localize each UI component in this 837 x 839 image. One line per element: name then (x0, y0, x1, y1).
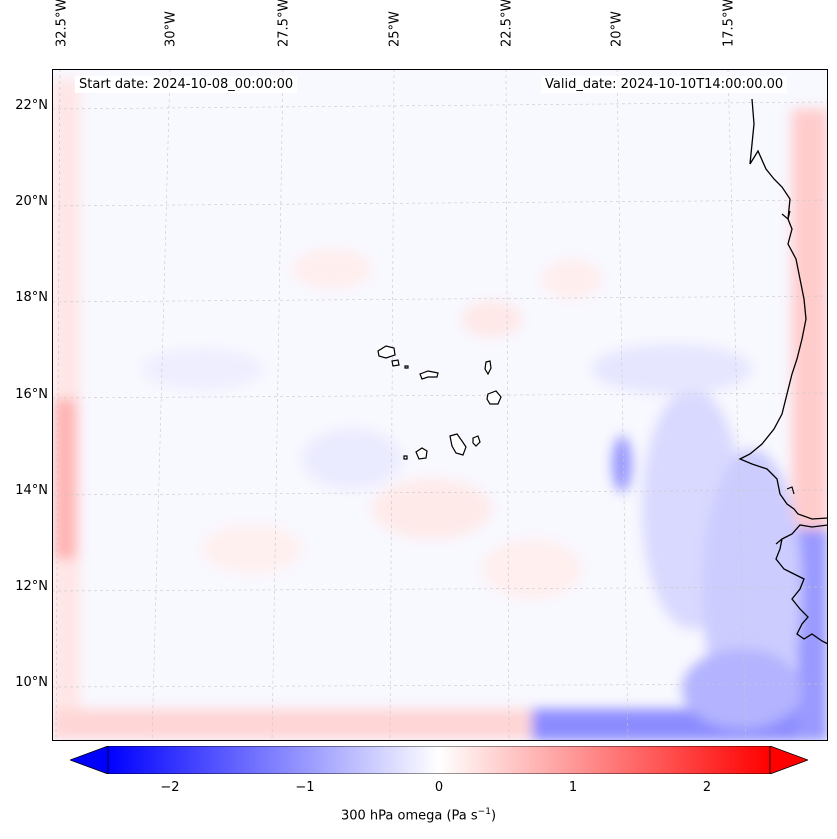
lat-label-20n: 20°N (15, 194, 48, 209)
omega-map (52, 69, 828, 741)
lon-label-27-5w: 27.5°W (276, 0, 292, 47)
lon-label-25w: 25°W (387, 11, 403, 47)
colorbar-extend-high (769, 746, 808, 774)
valid-date-label: Valid_date: 2024-10-10T14:00:00.00 (541, 76, 788, 93)
map-frame (52, 69, 828, 741)
colorbar-tick-m2: −2 (160, 780, 180, 795)
cape-verde-islands (377, 345, 502, 460)
graticule (52, 69, 828, 741)
lon-label-17-5w: 17.5°W (721, 0, 737, 47)
lat-label-22n: 22°N (15, 98, 48, 113)
colorbar-extend-low (70, 746, 109, 774)
colorbar-tick-2: 2 (702, 780, 712, 795)
lon-label-32-5w: 32.5°W (54, 0, 70, 47)
island-santiago (449, 433, 467, 456)
lat-label-14n: 14°N (15, 483, 48, 498)
omega-field (52, 79, 828, 741)
start-date-label: Start date: 2024-10-08_00:00:00 (75, 76, 298, 93)
lon-label-30w: 30°W (163, 11, 179, 47)
lat-label-12n: 12°N (15, 579, 48, 594)
island-fogo (415, 447, 428, 460)
senegal-river-mouth (775, 210, 795, 545)
island-sal (484, 360, 492, 376)
lat-label-18n: 18°N (15, 290, 48, 305)
lat-label-16n: 16°N (15, 387, 48, 402)
lat-label-10n: 10°N (15, 675, 48, 690)
island-maio (472, 435, 481, 447)
colorbar-tick-0: 0 (434, 780, 444, 795)
island-brava (403, 455, 408, 460)
colorbar-label: 300 hPa omega (Pa s−1) (340, 807, 497, 824)
colorbar (70, 746, 808, 774)
colorbar-body (107, 746, 771, 774)
island-boa-vista (486, 390, 502, 405)
island-sao-nicolau (419, 370, 439, 380)
colorbar-tick-1: 1 (568, 780, 578, 795)
island-santo-antao (377, 345, 396, 359)
island-santa-luzia (404, 365, 409, 369)
lon-label-20w: 20°W (609, 11, 625, 47)
colorbar-tick-m1: −1 (295, 780, 315, 795)
island-sao-vicente (391, 359, 400, 367)
africa-coastline (738, 98, 828, 520)
africa-coastline-south (775, 524, 828, 645)
lon-label-22-5w: 22.5°W (499, 0, 515, 47)
